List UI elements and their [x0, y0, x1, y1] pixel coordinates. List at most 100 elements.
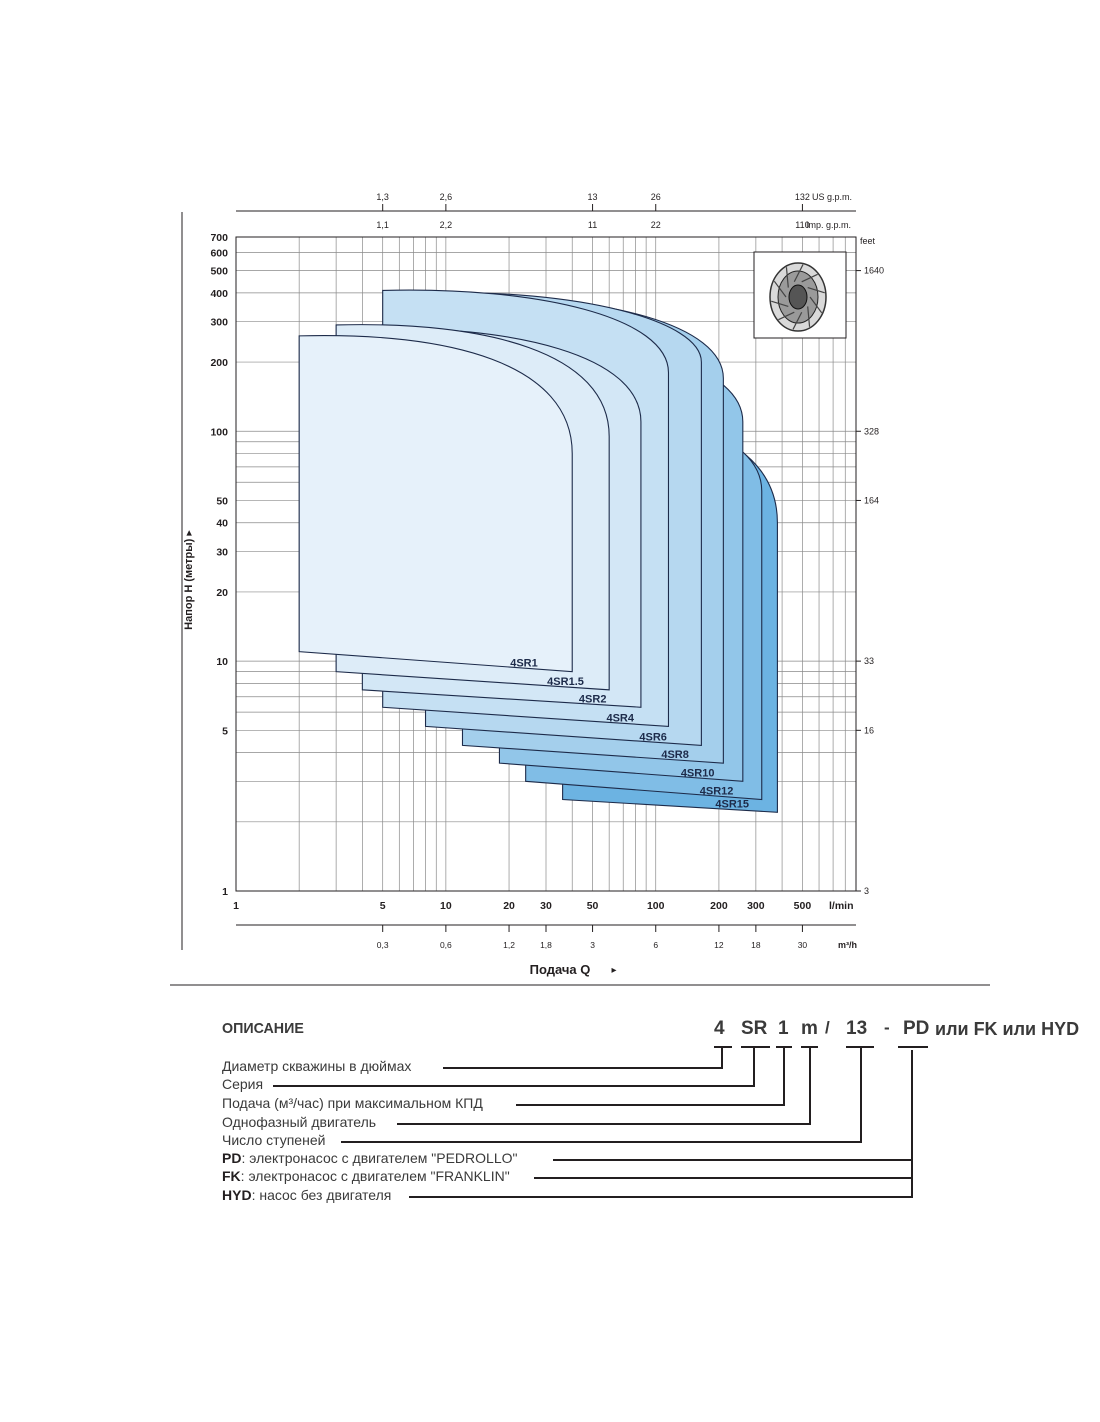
- y-tick-label: 300: [210, 317, 228, 329]
- series-label-4sr6: 4SR6: [639, 731, 667, 743]
- x-axis-title: Подача Q: [530, 962, 591, 977]
- m3h-tick-label: 12: [714, 940, 724, 950]
- code-series: SR: [741, 1018, 768, 1039]
- imp-tick-label: 110: [795, 220, 809, 230]
- m3h-tick-label: 0,3: [377, 940, 389, 950]
- series-area-4sr1: [298, 334, 573, 673]
- desc-row-pd: PD: электронасос с двигателем "PEDROLLO": [222, 1150, 518, 1166]
- leader-line: [397, 1047, 811, 1125]
- us-unit-label: US g.p.m.: [812, 192, 852, 202]
- m3h-tick-label: 0,6: [440, 940, 452, 950]
- impeller-icon-vane: [809, 296, 823, 314]
- series-label-4sr4: 4SR4: [606, 712, 634, 724]
- imp-tick-label: 2,2: [440, 220, 453, 230]
- description-title: ОПИСАНИЕ: [222, 1020, 304, 1037]
- feet-tick-label: 16: [864, 725, 874, 735]
- leader-lines: [273, 1046, 928, 1198]
- x-tick-label: 500: [794, 900, 812, 912]
- imp-unit-label: Imp. g.p.m.: [806, 220, 851, 230]
- code-stages: 13: [846, 1018, 868, 1039]
- y-tick-label: 100: [210, 426, 228, 438]
- code-flow: 1: [778, 1018, 789, 1039]
- x-tick-label: 100: [647, 900, 665, 912]
- y-tick-label: 50: [216, 495, 228, 507]
- pump-performance-chart: 4SR154SR124SR104SR84SR64SR44SR24SR1.54SR…: [170, 192, 990, 986]
- series-label-4sr10: 4SR10: [681, 767, 715, 779]
- series-label-4sr1: 4SR1: [510, 658, 538, 670]
- feet-tick-label: 328: [864, 426, 879, 436]
- us-tick-label: 1,3: [376, 192, 389, 202]
- series-label-4sr12: 4SR12: [700, 786, 734, 798]
- feet-tick-label: 33: [864, 656, 874, 666]
- x-tick-label: 200: [710, 900, 728, 912]
- impeller-icon-vane: [801, 273, 818, 283]
- impeller-icon-vane: [807, 306, 811, 327]
- us-tick-label: 13: [588, 192, 598, 202]
- y-tick-label: 30: [216, 546, 228, 558]
- series-label-4sr1-5: 4SR1.5: [547, 676, 584, 688]
- feet-tick-label: 164: [864, 495, 879, 505]
- y-tick-label: 1: [222, 886, 228, 898]
- leader-line: [534, 1050, 913, 1179]
- desc-row-fk: FK: электронасос с двигателем "FRANKLIN": [222, 1168, 510, 1184]
- y-tick-label: 200: [210, 357, 228, 369]
- y-tick-label: 600: [210, 247, 228, 259]
- y-tick-label: 700: [210, 232, 228, 244]
- code-motor: PD: [903, 1018, 930, 1039]
- m3h-tick-label: 18: [751, 940, 761, 950]
- feet-tick-label: 1640: [864, 266, 884, 276]
- code-motor-alternatives: или FK или HYD: [935, 1019, 1080, 1039]
- plot-frame: [235, 236, 857, 892]
- impeller-icon-hub: [788, 284, 808, 310]
- x-tick-label: 50: [587, 900, 599, 912]
- code-dash: -: [884, 1018, 890, 1037]
- y-tick-label: 40: [216, 518, 228, 530]
- x-tick-label: 1: [233, 900, 239, 912]
- leader-line: [409, 1050, 913, 1198]
- code-single-phase: m: [801, 1018, 818, 1039]
- y-tick-label: 20: [216, 587, 228, 599]
- y-tick-label: 500: [210, 266, 228, 278]
- impeller-icon-vane: [807, 287, 825, 294]
- m3h-unit-label: m³/h: [838, 940, 857, 950]
- us-tick-label: 2,6: [440, 192, 453, 202]
- imp-tick-label: 1,1: [376, 220, 389, 230]
- x-tick-label: 5: [380, 900, 386, 912]
- desc-row-single-phase: Однофазный двигатель: [222, 1114, 377, 1130]
- imp-tick-label: 11: [588, 220, 597, 230]
- imp-tick-label: 22: [651, 220, 661, 230]
- x-tick-label: 20: [503, 900, 515, 912]
- leader-line: [273, 1047, 755, 1087]
- impeller-icon-vane: [793, 264, 804, 283]
- impeller-icon-vane: [771, 300, 789, 307]
- x-tick-label: 30: [540, 900, 552, 912]
- us-tick-label: 26: [651, 192, 661, 202]
- y-tick-label: 10: [216, 656, 228, 668]
- y-axis-title: Напор H (метры) ▸: [183, 530, 195, 630]
- code-slash: /: [825, 1018, 830, 1037]
- us-tick-label: 132: [795, 192, 810, 202]
- code-diameter: 4: [714, 1018, 725, 1039]
- series-label-4sr8: 4SR8: [661, 749, 689, 761]
- x-unit-label: l/min: [829, 900, 854, 912]
- series-label-4sr15: 4SR15: [715, 798, 749, 810]
- leader-line: [443, 1047, 723, 1069]
- m3h-tick-label: 3: [590, 940, 595, 950]
- impeller-icon-vane: [785, 267, 789, 288]
- y-tick-label: 400: [210, 288, 228, 300]
- series-label-4sr2: 4SR2: [579, 693, 607, 705]
- impeller-icon-vane: [792, 311, 803, 330]
- impeller-icon-vane: [778, 311, 795, 321]
- x-tick-label: 300: [747, 900, 765, 912]
- feet-tick-label: 3: [864, 886, 869, 896]
- description-section: ОПИСАНИЕ 4 SR 1 m / 13 - PD или FK или H…: [0, 1000, 1100, 1240]
- m3h-tick-label: 1,2: [503, 940, 515, 950]
- leader-line: [341, 1047, 862, 1143]
- desc-row-flow: Подача (м³/час) при максимальном КПД: [222, 1095, 483, 1111]
- m3h-tick-label: 30: [798, 940, 808, 950]
- leader-line: [516, 1047, 785, 1106]
- m3h-tick-label: 6: [653, 940, 658, 950]
- desc-row-series: Серия: [222, 1076, 264, 1092]
- x-axis-title-arrow-icon: ▸: [611, 965, 616, 976]
- feet-unit-label: feet: [860, 236, 876, 246]
